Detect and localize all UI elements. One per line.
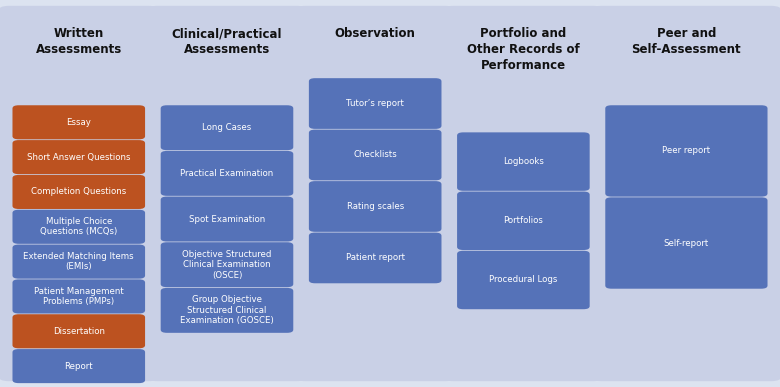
FancyBboxPatch shape (12, 105, 145, 139)
FancyBboxPatch shape (12, 210, 145, 244)
FancyBboxPatch shape (12, 140, 145, 174)
Text: Objective Structured
Clinical Examination
(OSCE): Objective Structured Clinical Examinatio… (183, 250, 271, 280)
Text: Essay: Essay (66, 118, 91, 127)
FancyBboxPatch shape (605, 197, 768, 289)
Text: Clinical/Practical
Assessments: Clinical/Practical Assessments (172, 27, 282, 56)
Text: Logbooks: Logbooks (503, 157, 544, 166)
Text: Patient report: Patient report (346, 253, 405, 262)
Text: Multiple Choice
Questions (MCQs): Multiple Choice Questions (MCQs) (40, 217, 118, 236)
FancyBboxPatch shape (12, 314, 145, 348)
Text: Spot Examination: Spot Examination (189, 214, 265, 224)
FancyBboxPatch shape (12, 245, 145, 279)
FancyBboxPatch shape (294, 6, 456, 381)
FancyBboxPatch shape (12, 175, 145, 209)
Text: Practical Examination: Practical Examination (180, 169, 274, 178)
Text: Checklists: Checklists (353, 151, 397, 159)
Text: Long Cases: Long Cases (202, 123, 252, 132)
FancyBboxPatch shape (457, 192, 590, 250)
FancyBboxPatch shape (309, 233, 441, 283)
FancyBboxPatch shape (161, 105, 293, 150)
Text: Dissertation: Dissertation (53, 327, 105, 336)
Text: Procedural Logs: Procedural Logs (489, 276, 558, 284)
Text: Peer report: Peer report (662, 146, 711, 156)
Text: Rating scales: Rating scales (346, 202, 404, 211)
FancyBboxPatch shape (309, 130, 441, 180)
Text: Written
Assessments: Written Assessments (36, 27, 122, 56)
Text: Group Objective
Structured Clinical
Examination (GOSCE): Group Objective Structured Clinical Exam… (180, 295, 274, 325)
FancyBboxPatch shape (309, 78, 441, 129)
FancyBboxPatch shape (161, 197, 293, 241)
FancyBboxPatch shape (457, 251, 590, 309)
FancyBboxPatch shape (442, 6, 604, 381)
FancyBboxPatch shape (146, 6, 308, 381)
Text: Portfolios: Portfolios (503, 216, 544, 225)
Text: Portfolio and
Other Records of
Performance: Portfolio and Other Records of Performan… (467, 27, 580, 72)
Text: Tutor’s report: Tutor’s report (346, 99, 404, 108)
FancyBboxPatch shape (161, 151, 293, 196)
Text: Peer and
Self-Assessment: Peer and Self-Assessment (632, 27, 741, 56)
FancyBboxPatch shape (309, 181, 441, 232)
FancyBboxPatch shape (457, 132, 590, 191)
FancyBboxPatch shape (161, 242, 293, 287)
FancyBboxPatch shape (0, 6, 160, 381)
Text: Patient Management
Problems (PMPs): Patient Management Problems (PMPs) (34, 287, 124, 306)
Text: Report: Report (65, 361, 93, 371)
FancyBboxPatch shape (161, 288, 293, 333)
FancyBboxPatch shape (590, 6, 780, 381)
Text: Short Answer Questions: Short Answer Questions (27, 152, 130, 162)
Text: Self-report: Self-report (664, 238, 709, 248)
Text: Observation: Observation (335, 27, 416, 40)
FancyBboxPatch shape (12, 279, 145, 313)
Text: Extended Matching Items
(EMIs): Extended Matching Items (EMIs) (23, 252, 134, 271)
Text: Completion Questions: Completion Questions (31, 187, 126, 197)
FancyBboxPatch shape (12, 349, 145, 383)
FancyBboxPatch shape (605, 105, 768, 197)
